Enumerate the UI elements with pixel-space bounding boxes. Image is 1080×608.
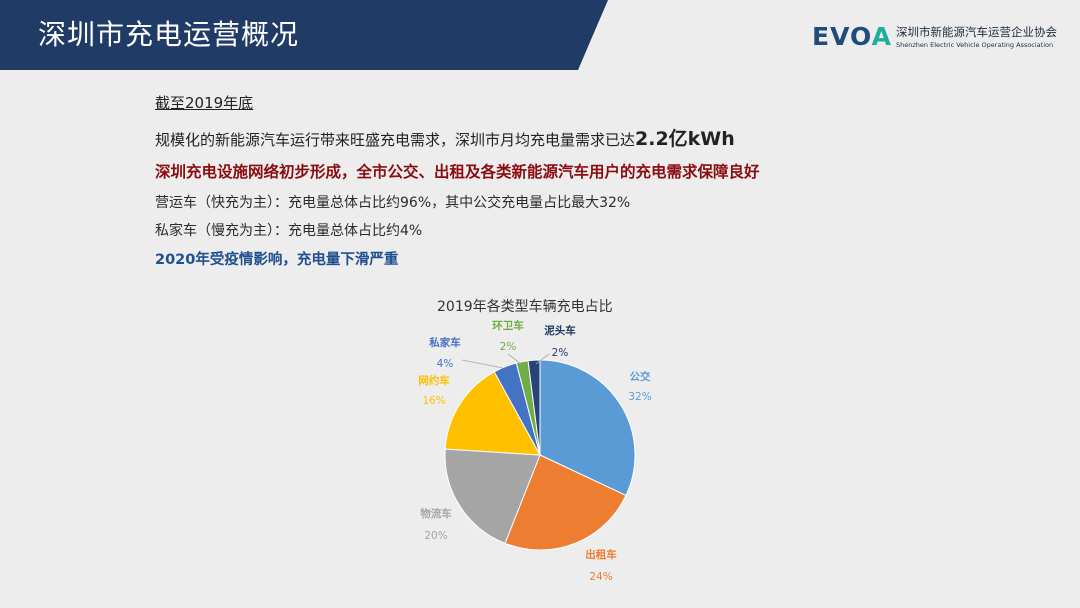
slice-value-3: 20% [424,530,447,542]
slice-label-3: 物流车 [420,507,452,520]
slice-value-5: 4% [437,358,454,370]
pie-slice-4 [444,371,541,456]
slice-label-6: 环卫车 [492,319,524,332]
slice-label-4: 网约车 [418,374,450,387]
operating-vehicle-line: 营运车（快充为主）：充电量总体占比约96%，其中公交充电量占比最大32% [155,195,631,211]
logo-english-name: Shenzhen Electric Vehicle Operating Asso… [896,41,1054,49]
slice-value-4: 16% [422,395,445,407]
slice-value-6: 2% [500,341,517,353]
demand-line: 规模化的新能源汽车运行带来旺盛充电需求，深圳市月均充电量需求已达2.2亿kWh [155,124,735,151]
chart-title: 2019年各类型车辆充电占比 [437,299,613,315]
leader-line-6 [507,353,522,365]
pie-slice-3 [444,448,541,544]
slice-label-1: 公交 [630,370,651,383]
slice-value-1: 32% [628,391,651,403]
pie-slice-7 [527,359,541,456]
slice-value-7: 2% [552,347,569,359]
leader-line-7 [535,353,550,365]
slice-label-5: 私家车 [428,336,461,349]
highlight-line: 深圳充电设施网络初步形成，全市公交、出租及各类新能源汽车用户的充电需求保障良好 [155,163,760,181]
slice-value-2: 24% [589,571,612,583]
logo-mark-evo: EVO [812,22,872,51]
logo-chinese-name: 深圳市新能源汽车运营企业协会 [896,25,1057,39]
date-line: 截至2019年底 [155,94,254,112]
page-title: 深圳市充电运营概况 [38,18,300,51]
private-vehicle-line: 私家车（慢充为主）：充电量总体占比约4% [155,223,423,239]
header-background [0,0,608,70]
logo-mark-a: A [871,22,892,51]
slice-label-7: 泥头车 [544,324,576,337]
pie-slice-2 [504,454,627,551]
covid-impact-line: 2020年受疫情影响，充电量下滑严重 [155,252,399,268]
demand-text: 规模化的新能源汽车运行带来旺盛充电需求，深圳市月均充电量需求已达 [155,131,636,149]
pie-slice-1 [539,359,636,497]
logo-mark: EVOA [812,22,892,51]
slice-label-2: 出租车 [585,548,617,561]
leader-line-5 [461,359,504,369]
demand-value: 2.2亿kWh [635,128,735,150]
header-bar: 深圳市充电运营概况 EVOA 深圳市新能源汽车运营企业协会 Shenzhen E… [0,0,1080,70]
